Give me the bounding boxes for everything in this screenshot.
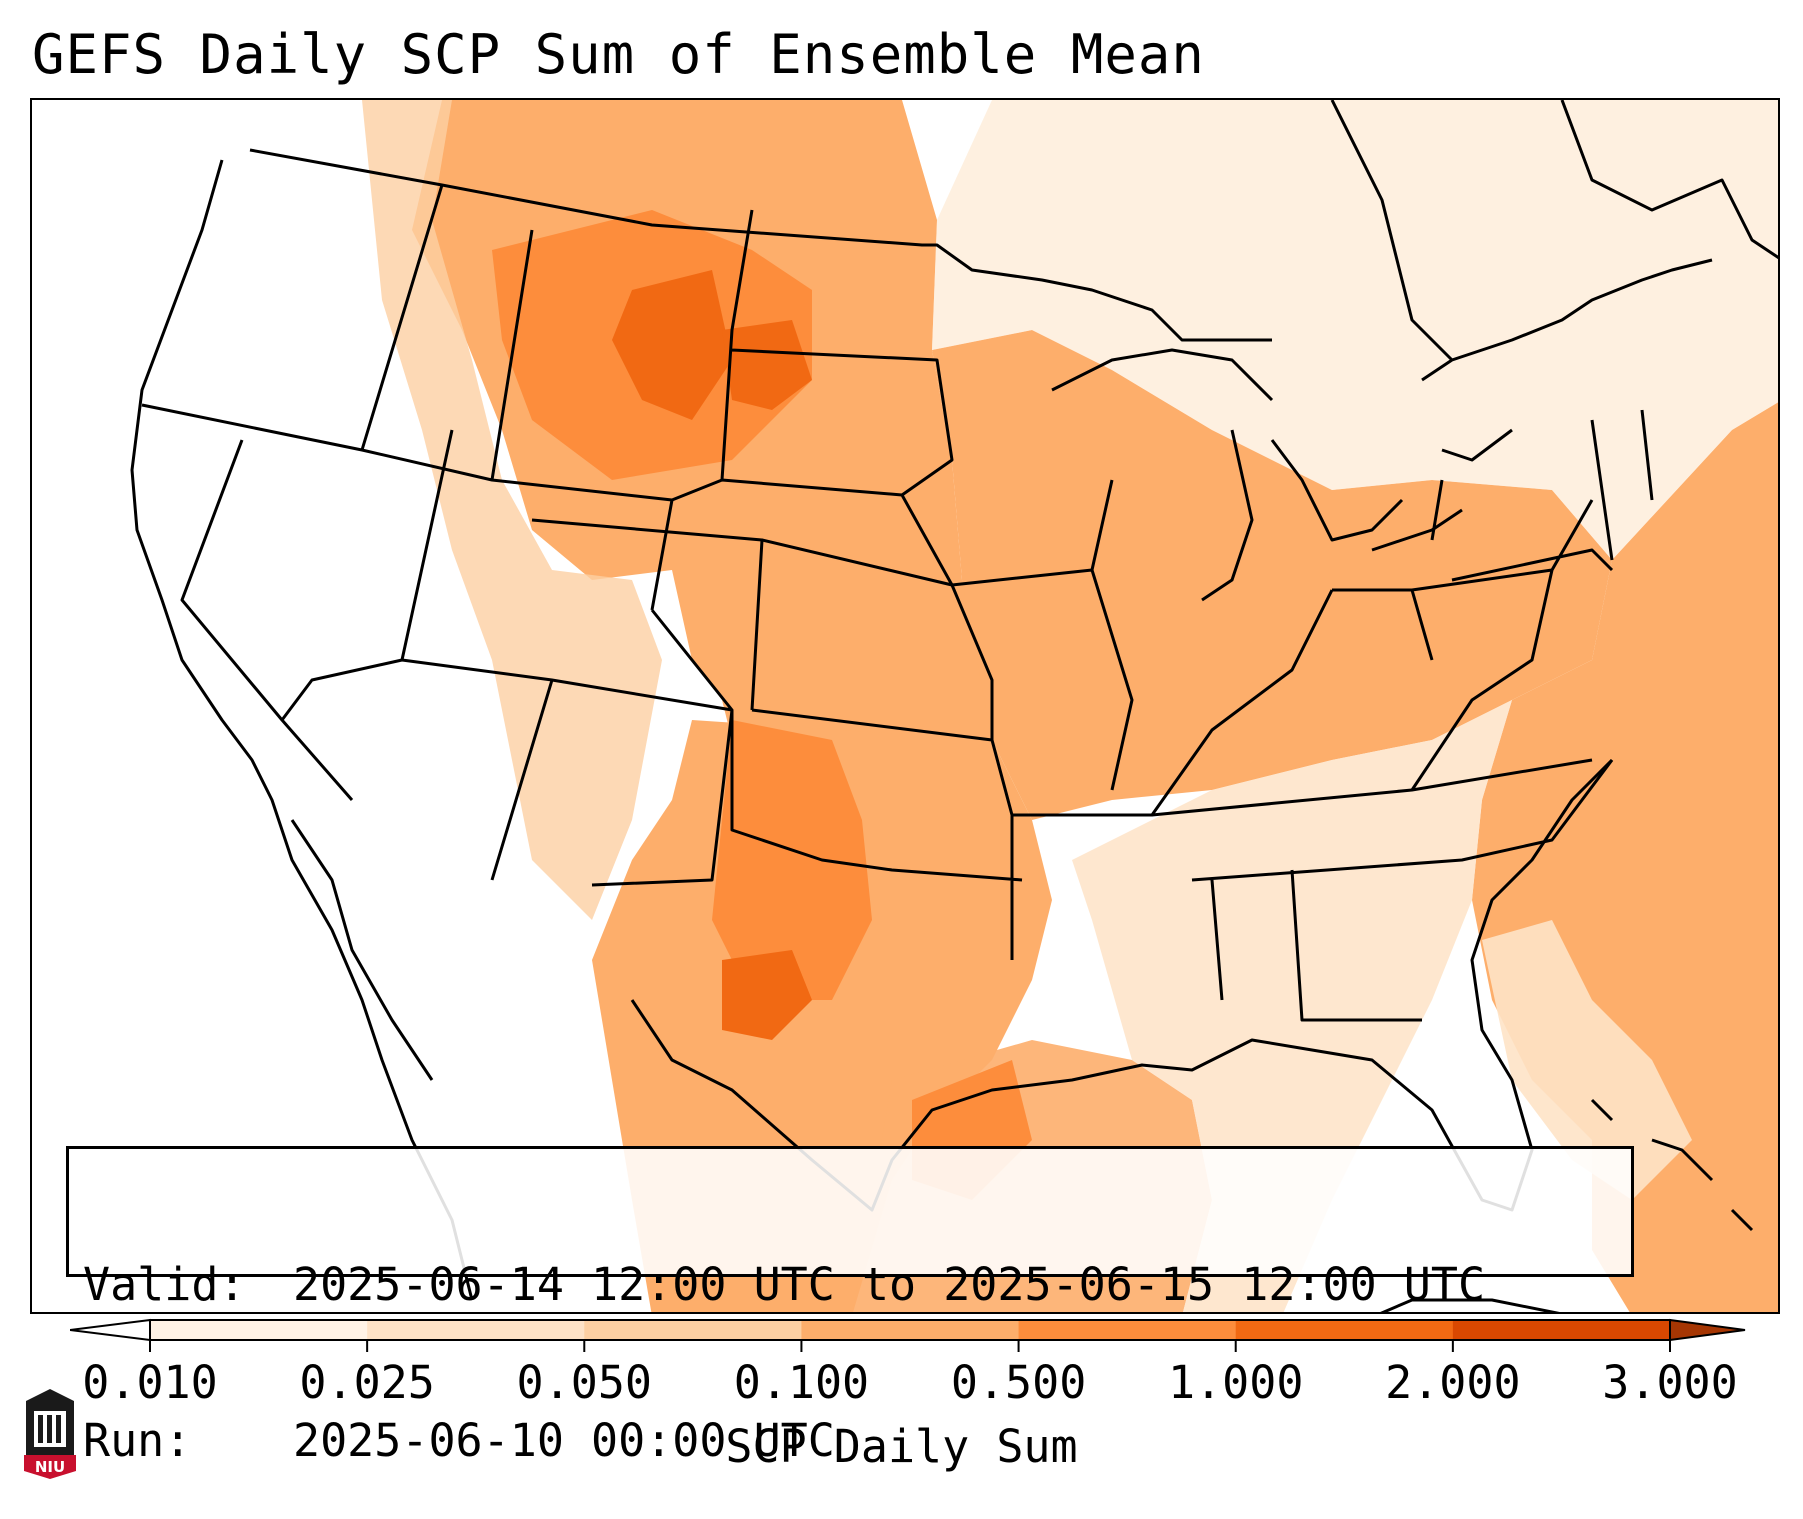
run-row: Run: 2025-06-10 00:00 UTC [83,1415,1617,1467]
colorbar-tick-label: 0.500 [950,1356,1087,1409]
colorbar [70,1318,1746,1352]
colorbar-segment [584,1320,802,1340]
run-label: Run: [83,1414,192,1467]
valid-time-box: Valid: 2025-06-14 12:00 UTC to 2025-06-15… [66,1146,1634,1467]
colorbar-tick-label: 1.000 [1167,1356,1304,1409]
colorbar-outline [149,1319,1671,1341]
scp-area-texas-core [712,720,872,1000]
scp-area-eastern-fringe [1072,700,1512,1312]
colorbar-segment [367,1320,585,1340]
scp-area-atlantic-light [1482,920,1692,1200]
scp-map [130,100,1778,1312]
us-canada-border [249,148,1272,342]
valid-value: 2025-06-14 12:00 UTC to 2025-06-15 12:00… [293,1258,1486,1311]
map-panel [30,98,1780,1314]
baja-coastline [290,819,434,1081]
pacific-coastline [130,159,474,1301]
colorbar-segment [150,1320,368,1340]
colorbar-label: SCP Daily Sum [725,1420,1078,1473]
scp-shading-layer [362,100,1778,1312]
valid-label: Valid: [83,1258,246,1311]
scp-area-texas-max [722,950,812,1040]
scp-area-nd-max [722,320,812,410]
great-lakes [1051,348,1513,602]
logo-text: NIU [35,1458,65,1476]
scp-area-midwest [932,330,1612,820]
map-title: GEFS Daily SCP Sum of Ensemble Mean [32,23,1205,86]
scp-area-montana-max [612,270,732,420]
state-lines-central [671,209,1334,960]
colorbar-segment [1235,1320,1454,1340]
university-seal-icon: NIU [24,1389,76,1479]
cuba-outline [1380,1298,1560,1312]
colorbar-extend-min [70,1318,151,1342]
scp-area-fringe-west [362,100,662,920]
hudson-bay-coast [1330,100,1778,362]
colorbar-tick-label: 0.050 [516,1356,653,1409]
colorbar-tick-label: 0.010 [82,1356,218,1409]
valid-row: Valid: 2025-06-14 12:00 UTC to 2025-06-15… [83,1259,1617,1311]
colorbar-tick-label: 0.025 [299,1356,435,1409]
state-lines-east [1151,409,1654,1022]
bahamas-islands [1590,1098,1754,1232]
boundary-layer [130,100,1778,1312]
colorbar-segment [1452,1320,1671,1340]
colorbar-tick-label: 0.100 [733,1356,870,1409]
colorbar-tick-label: 3.000 [1602,1356,1738,1409]
run-value: 2025-06-10 00:00 UTC [293,1414,835,1467]
us-canada-border-east [1421,258,1713,382]
colorbar-extend-max [1669,1318,1746,1342]
colorbar-segment [1018,1320,1237,1340]
colorbar-tick-label: 2.000 [1385,1356,1521,1409]
colorbar-segment [801,1320,1020,1340]
scp-area-northeast-fringe [932,100,1778,560]
